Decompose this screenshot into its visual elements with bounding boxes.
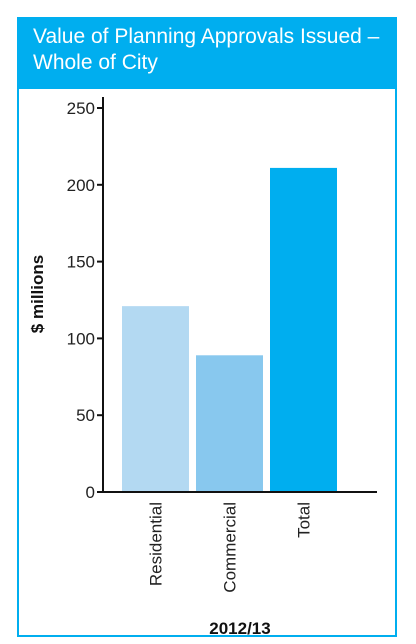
x-labels-group: Residential Commercial Total — [147, 502, 314, 593]
chart-title: Value of Planning Approvals Issued – Who… — [33, 25, 380, 74]
x-category-label: Residential — [147, 502, 166, 586]
bar-residential — [122, 306, 189, 492]
y-tick-label: 0 — [86, 483, 95, 502]
y-tick-label: 200 — [67, 176, 95, 195]
y-axis-label: $ millions — [28, 255, 47, 333]
chart-header: Value of Planning Approvals Issued – Who… — [19, 19, 395, 89]
bar-commercial — [196, 355, 263, 492]
y-tick-label: 250 — [67, 99, 95, 118]
x-category-label: Total — [295, 502, 314, 538]
x-category-label: Commercial — [221, 502, 240, 593]
bars-group — [122, 167, 337, 493]
bar-total — [270, 167, 337, 493]
y-tick-label: 150 — [67, 253, 95, 272]
x-axis-label: 2012/13 — [209, 619, 270, 638]
y-ticks-group: 0 50 100 150 200 250 — [67, 99, 103, 502]
y-tick-label: 50 — [76, 406, 95, 425]
y-tick-label: 100 — [67, 329, 95, 348]
